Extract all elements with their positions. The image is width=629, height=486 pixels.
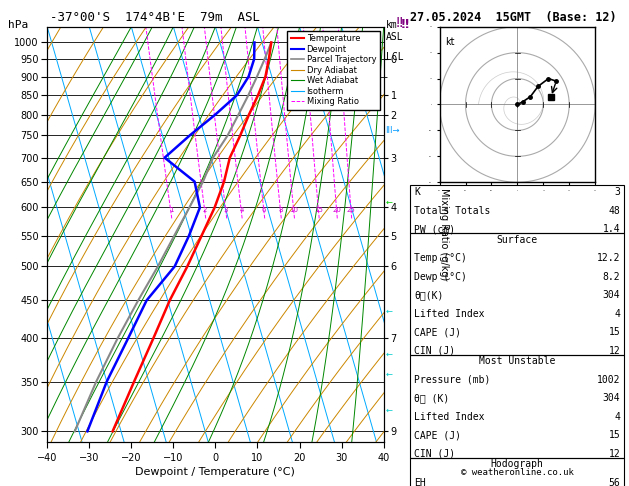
Text: θᴄ (K): θᴄ (K) <box>414 393 449 403</box>
Text: ←: ← <box>386 405 392 415</box>
Text: 4: 4 <box>615 412 620 422</box>
Text: K: K <box>414 187 420 197</box>
Text: 15: 15 <box>608 327 620 337</box>
Text: Hodograph: Hodograph <box>491 459 543 469</box>
Text: θᴄ(K): θᴄ(K) <box>414 290 443 300</box>
Text: III→: III→ <box>386 126 400 135</box>
Text: 27.05.2024  15GMT  (Base: 12): 27.05.2024 15GMT (Base: 12) <box>410 11 616 24</box>
Text: 10: 10 <box>289 207 298 213</box>
Text: kt: kt <box>445 37 454 47</box>
Text: PW (cm): PW (cm) <box>414 224 455 234</box>
Text: 1: 1 <box>169 207 173 213</box>
Text: © weatheronline.co.uk: © weatheronline.co.uk <box>460 468 574 477</box>
Text: CAPE (J): CAPE (J) <box>414 430 461 440</box>
Text: CIN (J): CIN (J) <box>414 346 455 356</box>
Text: Temp (°C): Temp (°C) <box>414 253 467 263</box>
Text: Lifted Index: Lifted Index <box>414 412 484 422</box>
Y-axis label: Mixing Ratio (g/kg): Mixing Ratio (g/kg) <box>438 189 448 280</box>
Text: CAPE (J): CAPE (J) <box>414 327 461 337</box>
Text: ←: ← <box>386 369 392 379</box>
Text: CIN (J): CIN (J) <box>414 449 455 459</box>
Text: ←: ← <box>386 350 392 359</box>
Text: 6: 6 <box>262 207 266 213</box>
Text: 12.2: 12.2 <box>597 253 620 263</box>
Text: 15: 15 <box>314 207 323 213</box>
Text: 15: 15 <box>608 430 620 440</box>
Text: Dewp (°C): Dewp (°C) <box>414 272 467 282</box>
Text: 8: 8 <box>279 207 283 213</box>
Text: LCL: LCL <box>386 52 403 62</box>
Text: Lifted Index: Lifted Index <box>414 309 484 319</box>
Text: 3: 3 <box>615 187 620 197</box>
Text: 304: 304 <box>603 393 620 403</box>
Text: 48: 48 <box>608 206 620 216</box>
Text: Pressure (mb): Pressure (mb) <box>414 375 490 385</box>
Text: 25: 25 <box>347 207 355 213</box>
Legend: Temperature, Dewpoint, Parcel Trajectory, Dry Adiabat, Wet Adiabat, Isotherm, Mi: Temperature, Dewpoint, Parcel Trajectory… <box>287 31 379 109</box>
Text: 2: 2 <box>203 207 207 213</box>
Text: 3: 3 <box>224 207 228 213</box>
Text: 20: 20 <box>332 207 342 213</box>
Text: ←: ← <box>386 198 392 207</box>
Text: Most Unstable: Most Unstable <box>479 356 555 366</box>
Text: ASL: ASL <box>386 32 403 42</box>
Text: km: km <box>386 20 398 31</box>
Text: 4: 4 <box>239 207 243 213</box>
Text: Totals Totals: Totals Totals <box>414 206 490 216</box>
Text: EH: EH <box>414 478 426 486</box>
Text: ←: ← <box>386 307 392 316</box>
Text: 4: 4 <box>615 309 620 319</box>
X-axis label: Dewpoint / Temperature (°C): Dewpoint / Temperature (°C) <box>135 467 296 477</box>
Text: -37°00'S  174°4B'E  79m  ASL: -37°00'S 174°4B'E 79m ASL <box>50 11 260 24</box>
Text: ǃǃ: ǃǃ <box>395 16 404 30</box>
Text: 1.4: 1.4 <box>603 224 620 234</box>
Text: ǃǃ: ǃǃ <box>401 18 410 31</box>
Text: 1002: 1002 <box>597 375 620 385</box>
Text: 8.2: 8.2 <box>603 272 620 282</box>
Text: hPa: hPa <box>8 20 28 31</box>
Text: 12: 12 <box>608 449 620 459</box>
Text: Surface: Surface <box>496 235 538 245</box>
Text: 56: 56 <box>608 478 620 486</box>
Text: 304: 304 <box>603 290 620 300</box>
Text: 12: 12 <box>608 346 620 356</box>
